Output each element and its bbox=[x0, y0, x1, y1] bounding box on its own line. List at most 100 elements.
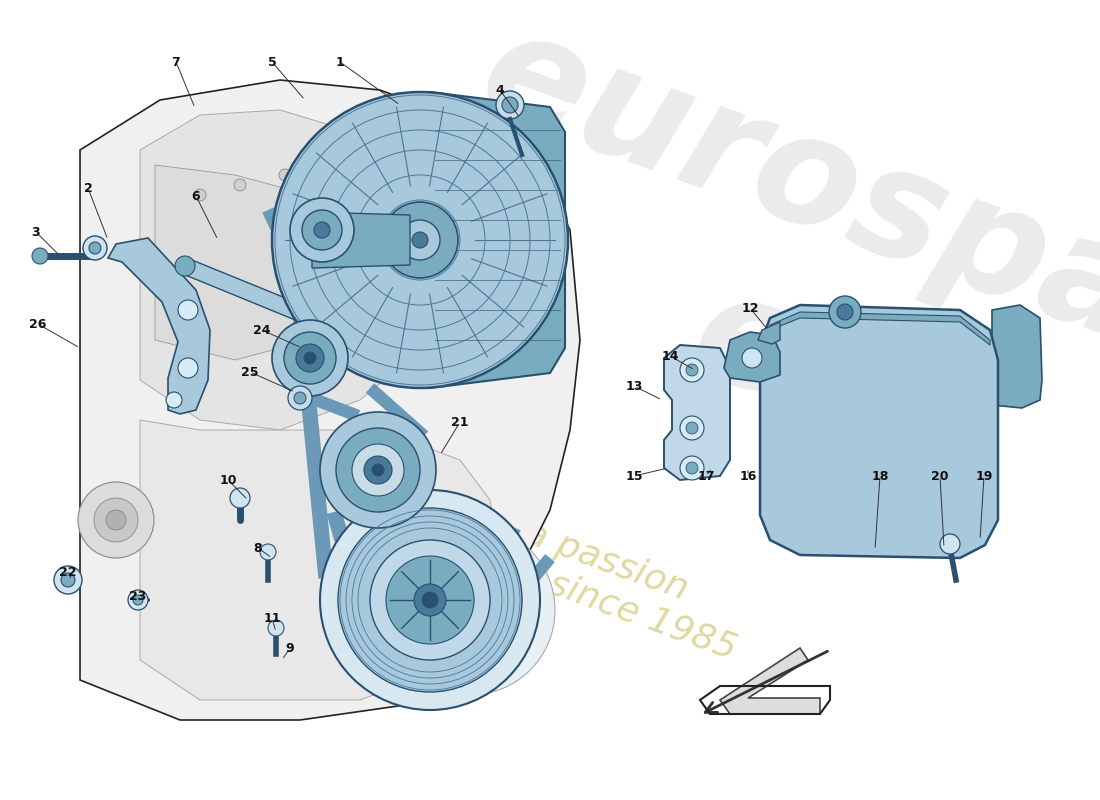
Circle shape bbox=[680, 358, 704, 382]
Circle shape bbox=[294, 392, 306, 404]
Text: 12: 12 bbox=[741, 302, 759, 314]
Polygon shape bbox=[155, 165, 310, 360]
Circle shape bbox=[296, 344, 324, 372]
Circle shape bbox=[106, 510, 127, 530]
Polygon shape bbox=[178, 260, 310, 322]
Circle shape bbox=[288, 386, 312, 410]
Text: 8: 8 bbox=[254, 542, 262, 554]
Text: 1: 1 bbox=[336, 55, 344, 69]
Circle shape bbox=[230, 488, 250, 508]
Circle shape bbox=[290, 198, 354, 262]
Circle shape bbox=[128, 590, 148, 610]
Text: 3: 3 bbox=[32, 226, 41, 238]
Text: a passion
parts since 1985: a passion parts since 1985 bbox=[446, 494, 755, 666]
Circle shape bbox=[60, 573, 75, 587]
Circle shape bbox=[295, 305, 315, 325]
Text: 26: 26 bbox=[30, 318, 46, 330]
Circle shape bbox=[496, 91, 524, 119]
Circle shape bbox=[414, 584, 446, 616]
Text: 16: 16 bbox=[739, 470, 757, 482]
Circle shape bbox=[412, 232, 428, 248]
Text: 24: 24 bbox=[253, 323, 271, 337]
Circle shape bbox=[302, 210, 342, 250]
Circle shape bbox=[324, 159, 336, 171]
Text: 23: 23 bbox=[130, 590, 146, 602]
Text: 14: 14 bbox=[661, 350, 679, 362]
Circle shape bbox=[234, 179, 246, 191]
Circle shape bbox=[175, 256, 195, 276]
Circle shape bbox=[940, 534, 960, 554]
Circle shape bbox=[680, 456, 704, 480]
Text: 5: 5 bbox=[267, 55, 276, 69]
Polygon shape bbox=[720, 648, 820, 714]
Polygon shape bbox=[992, 305, 1042, 408]
Polygon shape bbox=[80, 80, 580, 720]
Circle shape bbox=[32, 248, 48, 264]
Circle shape bbox=[320, 490, 540, 710]
Text: 13: 13 bbox=[625, 379, 642, 393]
Circle shape bbox=[382, 202, 458, 278]
Polygon shape bbox=[760, 305, 998, 558]
Circle shape bbox=[89, 242, 101, 254]
Circle shape bbox=[166, 392, 182, 408]
Circle shape bbox=[829, 296, 861, 328]
Circle shape bbox=[400, 220, 440, 260]
Circle shape bbox=[320, 412, 436, 528]
Circle shape bbox=[837, 304, 852, 320]
Text: 11: 11 bbox=[263, 611, 280, 625]
Circle shape bbox=[279, 169, 292, 181]
Polygon shape bbox=[758, 322, 780, 344]
Polygon shape bbox=[108, 238, 210, 414]
Circle shape bbox=[314, 184, 326, 196]
Circle shape bbox=[94, 498, 138, 542]
Circle shape bbox=[54, 566, 82, 594]
Polygon shape bbox=[140, 420, 500, 700]
Circle shape bbox=[502, 97, 518, 113]
Circle shape bbox=[304, 352, 316, 364]
Circle shape bbox=[272, 320, 348, 396]
Circle shape bbox=[314, 222, 330, 238]
Text: 10: 10 bbox=[219, 474, 236, 486]
Text: 20: 20 bbox=[932, 470, 948, 482]
Polygon shape bbox=[430, 92, 565, 388]
Text: 4: 4 bbox=[496, 83, 505, 97]
Text: 22: 22 bbox=[59, 566, 77, 578]
Circle shape bbox=[370, 540, 490, 660]
Polygon shape bbox=[312, 212, 410, 268]
Circle shape bbox=[268, 620, 284, 636]
Circle shape bbox=[686, 462, 698, 474]
Circle shape bbox=[385, 525, 556, 695]
Polygon shape bbox=[664, 345, 730, 480]
Polygon shape bbox=[770, 312, 990, 345]
Circle shape bbox=[178, 300, 198, 320]
Text: 15: 15 bbox=[625, 470, 642, 482]
Polygon shape bbox=[140, 110, 440, 430]
Circle shape bbox=[402, 542, 538, 678]
Circle shape bbox=[284, 332, 336, 384]
Text: 21: 21 bbox=[451, 415, 469, 429]
Text: 25: 25 bbox=[241, 366, 258, 378]
Polygon shape bbox=[724, 332, 780, 382]
Circle shape bbox=[260, 544, 276, 560]
Circle shape bbox=[686, 422, 698, 434]
Circle shape bbox=[422, 592, 438, 608]
Circle shape bbox=[338, 508, 522, 692]
Circle shape bbox=[194, 189, 206, 201]
Circle shape bbox=[372, 464, 384, 476]
Circle shape bbox=[272, 92, 568, 388]
Circle shape bbox=[386, 556, 474, 644]
Text: 6: 6 bbox=[191, 190, 200, 202]
Circle shape bbox=[364, 456, 392, 484]
Circle shape bbox=[680, 416, 704, 440]
Circle shape bbox=[686, 364, 698, 376]
Circle shape bbox=[178, 358, 198, 378]
Text: eurospar
es: eurospar es bbox=[403, 0, 1100, 563]
Text: 17: 17 bbox=[697, 470, 715, 482]
Text: 9: 9 bbox=[286, 642, 295, 654]
Circle shape bbox=[82, 236, 107, 260]
Text: 19: 19 bbox=[976, 470, 992, 482]
Circle shape bbox=[352, 444, 404, 496]
Text: 18: 18 bbox=[871, 470, 889, 482]
Circle shape bbox=[742, 348, 762, 368]
Text: 2: 2 bbox=[84, 182, 92, 194]
